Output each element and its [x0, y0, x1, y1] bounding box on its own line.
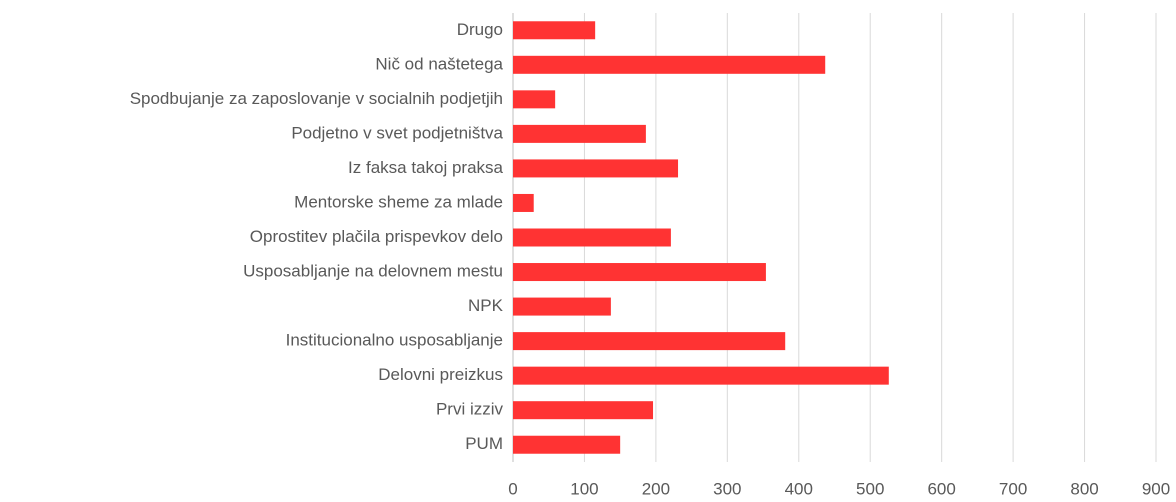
bar: [513, 297, 611, 316]
bar: [513, 55, 826, 74]
x-tick-label: 400: [785, 479, 813, 498]
x-tick-label: 500: [856, 479, 884, 498]
bar: [513, 21, 596, 40]
y-tick-label: Institucionalno usposabljanje: [286, 331, 503, 350]
bar: [513, 435, 621, 454]
x-tick-label: 900: [1142, 479, 1170, 498]
x-tick-label: 600: [927, 479, 955, 498]
x-tick-label: 200: [642, 479, 670, 498]
y-tick-label: Drugo: [457, 20, 503, 39]
y-tick-label: NPK: [468, 296, 504, 315]
y-tick-label: Iz faksa takoj praksa: [348, 158, 504, 177]
bar: [513, 159, 679, 178]
bar: [513, 124, 646, 143]
bar: [513, 332, 786, 351]
x-tick-label: 100: [570, 479, 598, 498]
bar: [513, 228, 671, 247]
y-tick-label: Mentorske sheme za mlade: [294, 192, 503, 211]
bar: [513, 193, 534, 212]
y-tick-label: Spodbujanje za zaposlovanje v socialnih …: [130, 89, 503, 108]
y-tick-label: Oprostitev plačila prispevkov delo: [250, 227, 503, 246]
bar: [513, 263, 766, 282]
y-tick-label: Podjetno v svet podjetništva: [291, 123, 503, 142]
bar: [513, 401, 654, 420]
y-tick-label: PUM: [465, 434, 503, 453]
x-tick-label: 700: [999, 479, 1027, 498]
bar: [513, 90, 556, 109]
y-tick-label: Nič od naštetega: [375, 54, 503, 73]
x-tick-label: 800: [1070, 479, 1098, 498]
y-tick-label: Prvi izziv: [436, 400, 504, 419]
x-tick-label: 0: [508, 479, 517, 498]
bar: [513, 366, 889, 385]
y-tick-label: Usposabljanje na delovnem mestu: [243, 262, 503, 281]
x-tick-label: 300: [713, 479, 741, 498]
y-tick-label: Delovni preizkus: [378, 365, 503, 384]
